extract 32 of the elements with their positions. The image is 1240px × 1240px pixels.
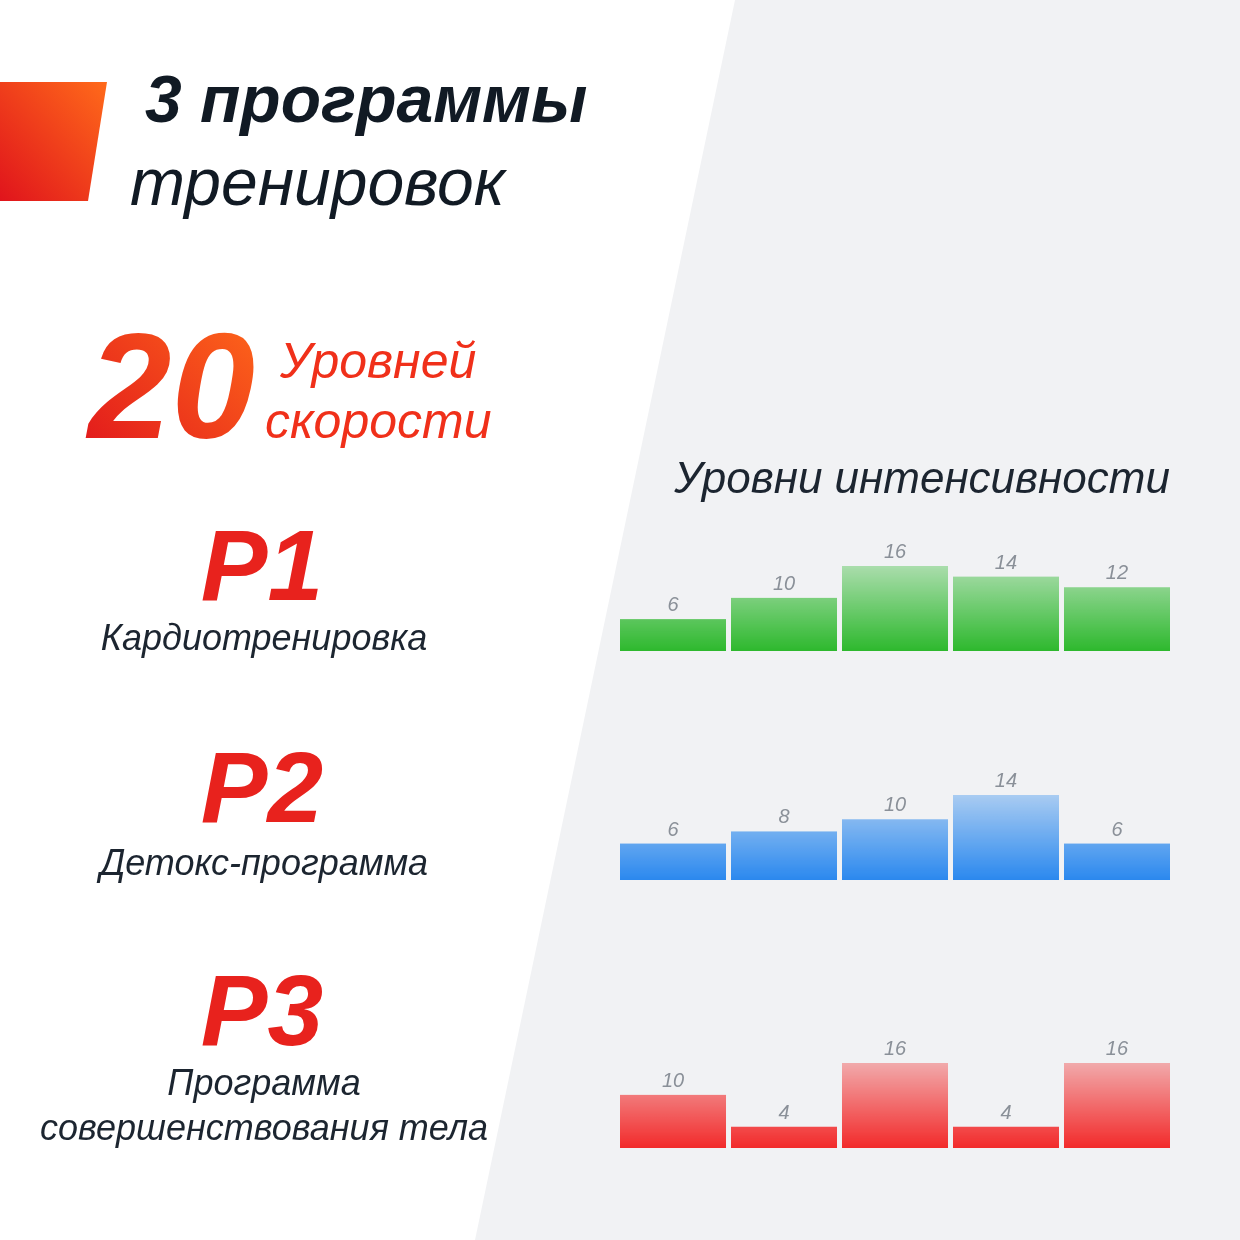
data-label: 8 <box>778 805 790 828</box>
bar <box>842 566 948 651</box>
bar <box>842 819 948 880</box>
data-label: 10 <box>661 1068 685 1091</box>
text: тренировок <box>130 145 508 219</box>
data-label: 16 <box>1105 1037 1129 1059</box>
data-label: 16 <box>883 1037 907 1059</box>
text: Детокс-программа <box>95 842 429 883</box>
bar <box>731 831 837 880</box>
data-label: 10 <box>883 793 907 816</box>
data-label: 6 <box>1111 817 1124 840</box>
bar <box>731 597 837 651</box>
data-label: 4 <box>778 1100 790 1123</box>
data-label: 4 <box>1000 1100 1012 1123</box>
data-label: 6 <box>667 593 680 616</box>
bar <box>953 576 1059 651</box>
data-label: 14 <box>994 550 1018 573</box>
text: 20 <box>85 302 255 470</box>
bar <box>620 619 726 651</box>
text: Уровней скорости <box>265 333 492 449</box>
data-label: 14 <box>994 769 1018 791</box>
bar <box>1064 843 1170 880</box>
data-label: 10 <box>772 571 796 594</box>
bar <box>1064 587 1170 651</box>
bar <box>620 843 726 880</box>
bar <box>953 795 1059 880</box>
text: Уровни интенсивности <box>673 453 1170 502</box>
data-label: 12 <box>1105 561 1129 584</box>
data-label: 6 <box>667 817 680 840</box>
data-label: 16 <box>883 540 907 562</box>
chart-title: P2 <box>200 731 324 843</box>
text: 3 программы <box>145 62 588 136</box>
